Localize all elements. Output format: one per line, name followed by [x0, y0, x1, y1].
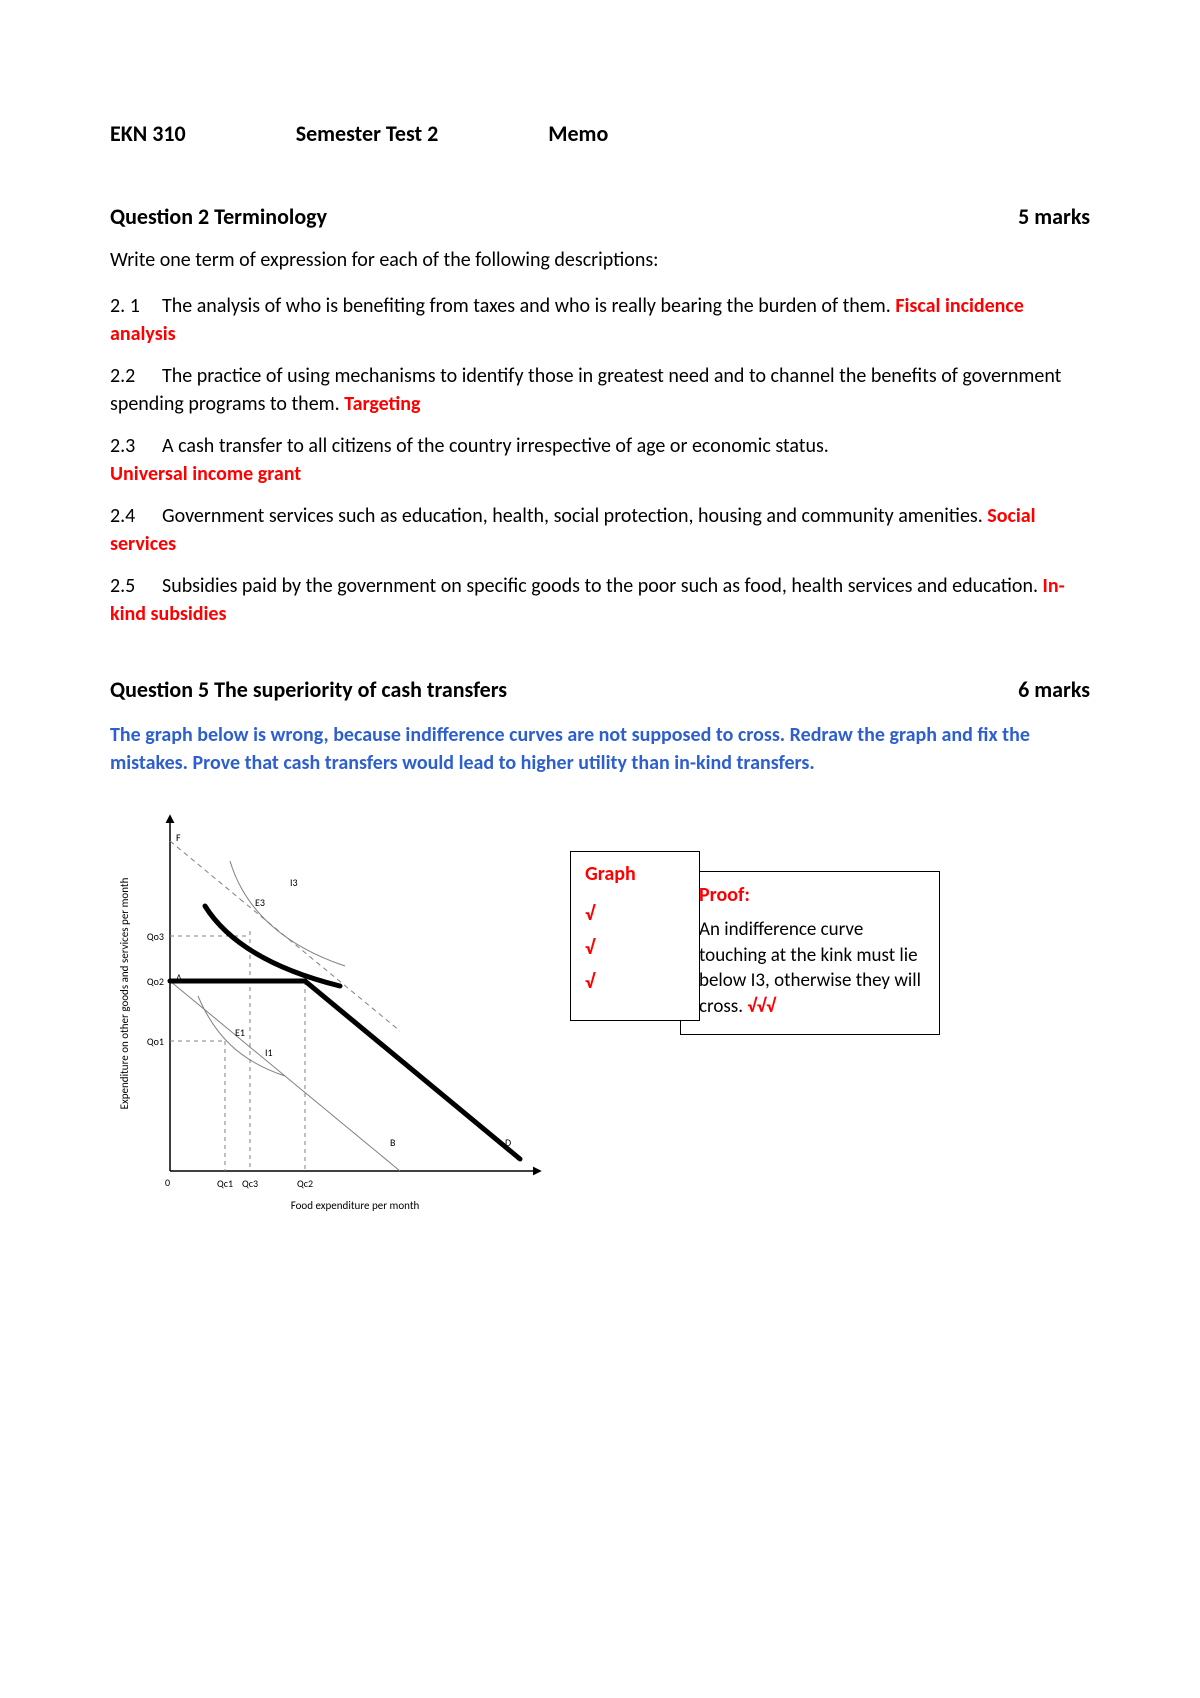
check-mark: √ [585, 970, 685, 994]
svg-text:Expenditure on other goods and: Expenditure on other goods and services … [118, 877, 131, 1109]
svg-text:Food expenditure per month: Food expenditure per month [291, 1199, 420, 1212]
q5-marks: 6 marks [1018, 676, 1090, 703]
item-answer: Universal income grant [110, 462, 301, 486]
svg-text:E1: E1 [235, 1026, 245, 1039]
check-mark: √ [585, 936, 685, 960]
check-mark: √ [585, 902, 685, 926]
item-num: 2. 1 [110, 292, 162, 320]
item-num: 2.4 [110, 502, 162, 530]
doc-label: Memo [548, 120, 608, 147]
svg-text:A: A [176, 971, 182, 984]
item-answer: Targeting [344, 392, 420, 416]
q2-item-3: 2.3A cash transfer to all citizens of th… [110, 432, 1090, 488]
q5-header: Question 5 The superiority of cash trans… [110, 676, 1090, 703]
q5-instruction: The graph below is wrong, because indiff… [110, 721, 1090, 777]
svg-text:E3: E3 [255, 896, 265, 909]
svg-text:Qo1: Qo1 [147, 1035, 164, 1048]
q2-item-2: 2.2The practice of using mechanisms to i… [110, 362, 1090, 418]
item-text: The analysis of who is benefiting from t… [162, 294, 891, 318]
q5-heading: Question 5 The superiority of cash trans… [110, 676, 507, 703]
svg-text:Qc1: Qc1 [217, 1177, 233, 1190]
q2-item-1: 2. 1The analysis of who is benefiting fr… [110, 292, 1090, 348]
proof-boxes: Graph √ √ √ Proof: An indifference curve… [570, 851, 970, 1071]
q2-item-4: 2.4Government services such as education… [110, 502, 1090, 558]
q2-item-5: 2.5Subsidies paid by the government on s… [110, 572, 1090, 628]
item-text: Government services such as education, h… [162, 504, 983, 528]
item-text: The practice of using mechanisms to iden… [110, 364, 1061, 416]
q5-graph-row: Qc1 Qc3 Qc2 Qo3 Qo2 Qo1 F A E3 E1 I1 I3 B D 0 Food expe… [110, 801, 1090, 1221]
svg-text:I3: I3 [290, 876, 298, 889]
graph-marks-box: Graph √ √ √ [570, 851, 700, 1021]
proof-text-box: Proof: An indifference curve touching at… [680, 871, 940, 1035]
q2-header: Question 2 Terminology 5 marks [110, 203, 1090, 230]
svg-text:Qc3: Qc3 [242, 1177, 258, 1190]
svg-text:0: 0 [165, 1176, 170, 1189]
graph-box-title: Graph [585, 862, 685, 886]
svg-text:Qc2: Qc2 [297, 1177, 313, 1190]
economics-diagram: Qc1 Qc3 Qc2 Qo3 Qo2 Qo1 F A E3 E1 I1 I3 B D 0 Food expe… [110, 801, 550, 1221]
proof-title: Proof: [699, 882, 925, 909]
q2-heading: Question 2 Terminology [110, 203, 327, 230]
svg-text:Qo2: Qo2 [147, 975, 164, 988]
svg-text:I1: I1 [265, 1046, 273, 1059]
svg-text:B: B [390, 1136, 396, 1149]
item-num: 2.2 [110, 362, 162, 390]
proof-text: An indifference curve touching at the ki… [699, 918, 921, 1018]
item-num: 2.5 [110, 572, 162, 600]
q2-instruction: Write one term of expression for each of… [110, 248, 1090, 272]
course-code: EKN 310 [110, 120, 186, 147]
doc-header: EKN 310 Semester Test 2 Memo [110, 120, 1090, 147]
svg-text:F: F [176, 831, 181, 844]
item-num: 2.3 [110, 432, 162, 460]
doc-title: Semester Test 2 [296, 120, 439, 147]
document-page: EKN 310 Semester Test 2 Memo Question 2 … [0, 0, 1200, 1301]
proof-ticks: √√√ [747, 995, 775, 1018]
item-text: Subsidies paid by the government on spec… [162, 574, 1038, 598]
svg-text:Qo3: Qo3 [147, 930, 164, 943]
svg-text:D: D [505, 1136, 511, 1149]
item-text: A cash transfer to all citizens of the c… [162, 434, 829, 458]
q2-marks: 5 marks [1018, 203, 1090, 230]
